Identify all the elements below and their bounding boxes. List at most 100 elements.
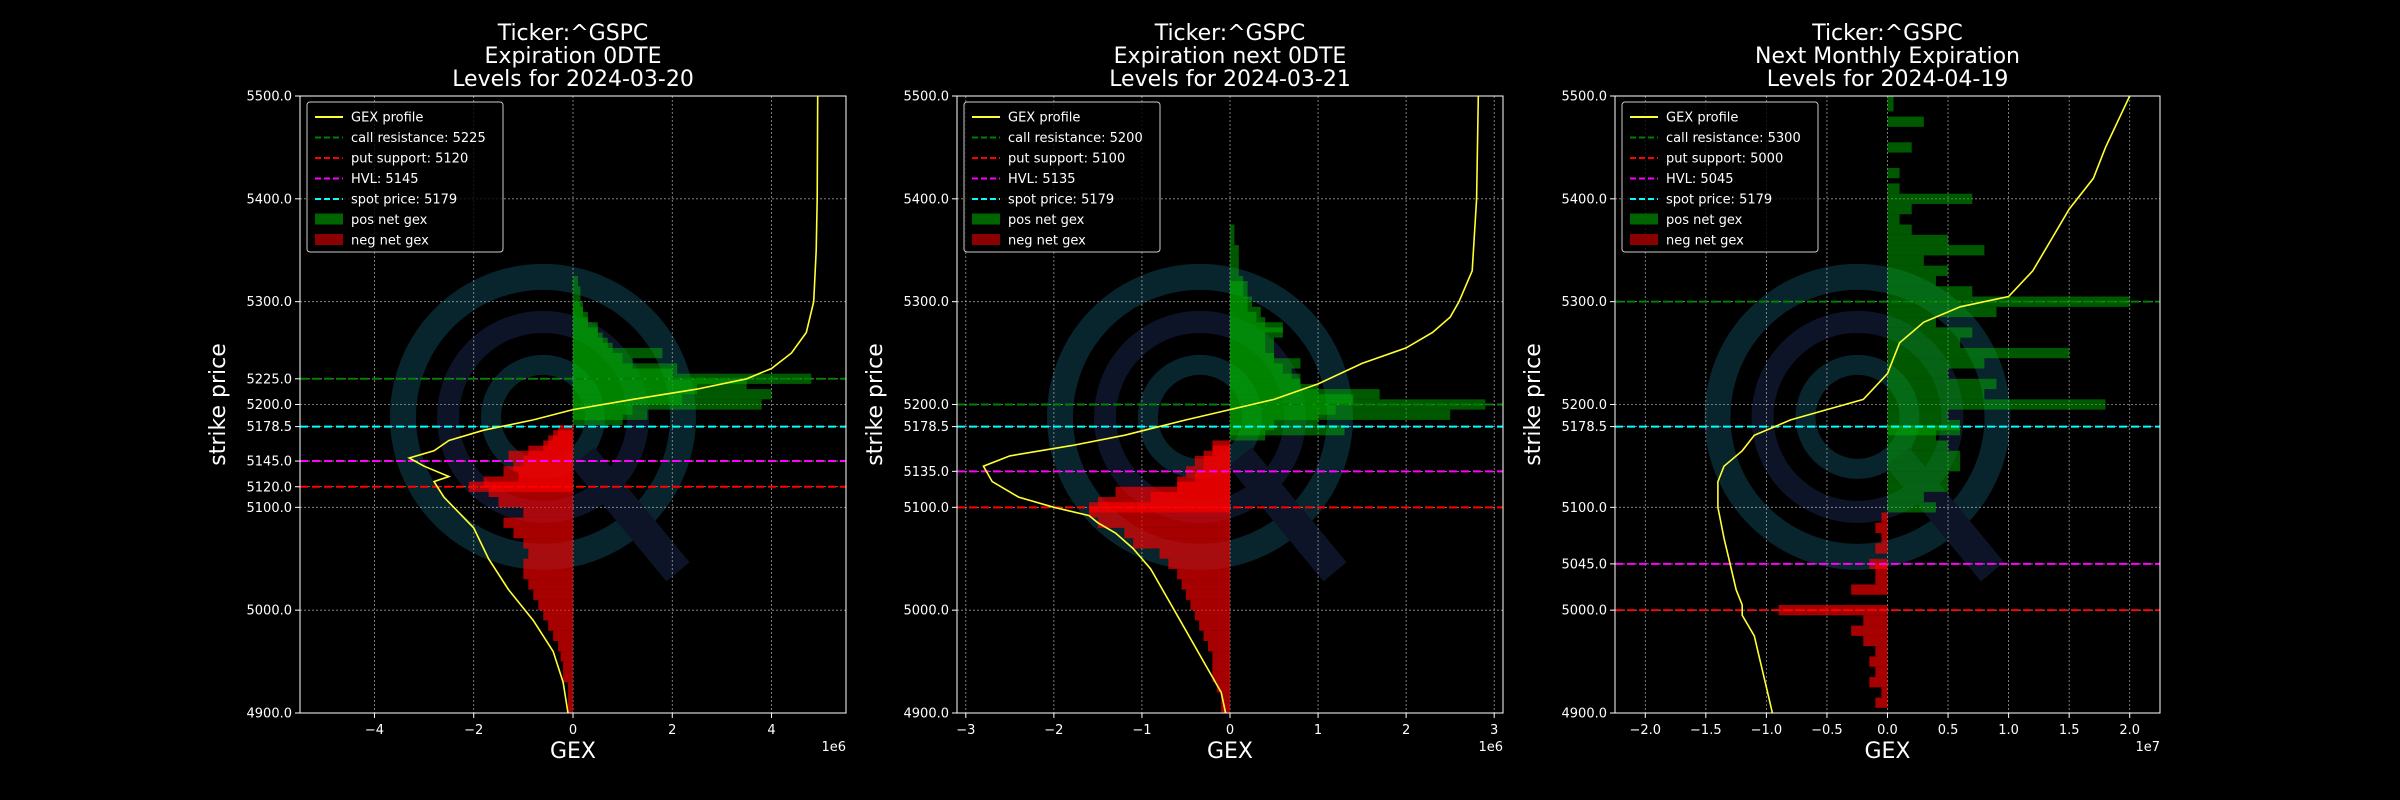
pos-net-gex-bar-51 [1887, 167, 1900, 179]
pos-net-gex-bar-50 [1887, 183, 1900, 194]
chart-2-ytick-label-2: 5100.0 [904, 501, 950, 516]
chart-3-y-axis-label: strike price [1521, 343, 1546, 465]
chart-1-ytick-label-0: 4900.0 [247, 707, 293, 722]
chart-3-watermark-ring-outer [1704, 263, 2011, 570]
chart-2-ytick-label-8: 5500.0 [904, 90, 950, 105]
pos-net-gex-bar-27 [1887, 419, 1961, 431]
chart-3-legend-label-2: put support: 5000 [1666, 152, 1783, 167]
neg-net-gex-bar-6 [558, 641, 573, 652]
chart-2-ytick-label-6: 5300.0 [904, 295, 950, 310]
chart-1-legend-label-5: pos net gex [351, 213, 428, 228]
pos-net-gex-bar-19 [1887, 491, 1924, 503]
neg-net-gex-bar-17 [513, 527, 573, 539]
pos-net-gex-bar-47 [1887, 214, 1900, 225]
pos-net-gex-bar-49 [1887, 193, 1973, 204]
chart-1-bars [468, 275, 812, 713]
neg-net-gex-bar-0 [1221, 702, 1230, 713]
neg-net-gex-bar-16 [1875, 522, 1888, 534]
pos-net-gex-bar-42 [573, 373, 812, 384]
neg-net-gex-bar-11 [1875, 574, 1888, 585]
pos-net-gex-bar-67 [1230, 234, 1235, 246]
chart-1-legend-box [306, 101, 504, 253]
chart-2-watermark-tail [1228, 447, 1347, 582]
neg-net-gex-bar-14 [523, 558, 573, 570]
pos-net-gex-bar-54 [1887, 101, 1894, 112]
chart-3-ytick-label-7: 5400.0 [1562, 192, 1608, 207]
pos-net-gex-bar-31 [1887, 378, 1997, 390]
chart-3-legend-swatch-6 [1630, 234, 1658, 245]
chart-2-ytick-label-7: 5400.0 [904, 192, 950, 207]
chart-1-legend-label-1: call resistance: 5225 [351, 131, 486, 146]
chart-3-title-line-2: Next Monthly Expiration [1755, 44, 2020, 69]
chart-1-title-line-1: Ticker:^GSPC [497, 21, 649, 46]
chart-1-legend-label-4: spot price: 5179 [351, 193, 457, 208]
pos-net-gex-bar-56 [1230, 311, 1257, 323]
neg-net-gex-bar-17 [1124, 527, 1230, 539]
neg-net-gex-bar-18 [503, 517, 573, 528]
neg-net-gex-bar-0 [568, 702, 573, 713]
pos-net-gex-bar-43 [1887, 255, 1924, 266]
neg-net-gex-bar-13 [1177, 569, 1230, 580]
chart-1-ytick-label-5: 5178.5 [247, 420, 293, 435]
chart-panel-2: −3 −2 −1 0 1 2 3 4900.0 5000.0 5100.0 5135.0 5178.5… [863, 21, 1504, 764]
chart-3-ytick-label-3: 5100.0 [1562, 501, 1608, 516]
pos-net-gex-bar-37 [1230, 409, 1451, 420]
neg-net-gex-bar-2 [1869, 677, 1888, 688]
chart-3-legend-label-0: GEX profile [1666, 111, 1738, 126]
chart-3-ytick-label-2: 5045.0 [1562, 557, 1608, 572]
pos-net-gex-bar-42 [1887, 265, 1949, 276]
chart-1-xtick-label-1: −2 [464, 723, 483, 738]
neg-net-gex-bar-1 [1221, 692, 1230, 703]
pos-net-gex-bar-68 [1230, 224, 1235, 235]
chart-2-legend-label-4: spot price: 5179 [1008, 193, 1114, 208]
chart-1-ytick-label-9: 5400.0 [247, 192, 293, 207]
pos-net-gex-bar-39 [1887, 296, 2130, 307]
pos-net-gex-bar-58 [573, 286, 581, 297]
pos-net-gex-bar-24 [1887, 440, 1949, 451]
chart-1-legend-label-3: HVL: 5145 [351, 172, 419, 187]
pos-net-gex-bar-20 [1887, 481, 1949, 492]
neg-net-gex-bar-4 [563, 661, 573, 672]
neg-net-gex-bar-12 [528, 579, 573, 590]
pos-net-gex-bar-48 [1887, 203, 1912, 215]
neg-net-gex-bar-8 [548, 620, 573, 631]
neg-net-gex-bar-10 [1190, 599, 1230, 611]
neg-net-gex-bar-5 [1875, 646, 1888, 657]
chart-3-title-line-3: Levels for 2024-04-19 [1767, 67, 2009, 92]
neg-net-gex-bar-0 [1875, 697, 1888, 708]
neg-net-gex-bar-12 [1181, 579, 1230, 590]
neg-net-gex-bar-13 [523, 569, 573, 580]
chart-1-ytick-label-8: 5300.0 [247, 295, 293, 310]
chart-2-title-line-2: Expiration next 0DTE [1114, 44, 1347, 69]
neg-net-gex-bar-14 [1168, 558, 1230, 570]
pos-net-gex-bar-53 [1887, 116, 1924, 127]
neg-net-gex-bar-13 [1869, 558, 1888, 570]
neg-net-gex-bar-27 [1185, 466, 1230, 477]
neg-net-gex-bar-17 [1881, 512, 1888, 523]
pos-net-gex-bar-28 [1887, 409, 1949, 420]
neg-net-gex-bar-20 [1089, 502, 1230, 513]
chart-3-legend-label-3: HVL: 5045 [1666, 172, 1734, 187]
neg-net-gex-bar-19 [523, 507, 573, 518]
chart-3-xtick-label-8: 2.0 [2119, 723, 2140, 738]
pos-net-gex-bar-37 [1887, 317, 1936, 328]
chart-1-watermark-tail [571, 447, 690, 582]
chart-3-legend-label-6: neg net gex [1666, 234, 1744, 249]
chart-2-title-line-3: Levels for 2024-03-21 [1109, 67, 1351, 92]
pos-net-gex-bar-38 [1887, 306, 1997, 318]
pos-net-gex-bar-64 [1230, 265, 1239, 276]
neg-net-gex-bar-15 [1159, 548, 1230, 559]
pos-net-gex-bar-22 [1887, 461, 1961, 472]
chart-3-legend-label-1: call resistance: 5300 [1666, 131, 1801, 146]
chart-3-xtick-label-7: 1.5 [2059, 723, 2080, 738]
pos-net-gex-bar-47 [573, 347, 663, 359]
neg-net-gex-bar-6 [1207, 641, 1230, 652]
chart-1-ytick-label-2: 5100.0 [247, 501, 293, 516]
chart-2-legend-label-1: call resistance: 5200 [1008, 131, 1143, 146]
chart-3-xtick-label-1: −1.5 [1690, 723, 1722, 738]
chart-3-ytick-label-5: 5200.0 [1562, 398, 1608, 413]
chart-3-xtick-label-2: −1.0 [1751, 723, 1783, 738]
chart-3-xtick-label-5: 0.5 [1938, 723, 1959, 738]
neg-net-gex-bar-11 [1185, 589, 1230, 600]
chart-2-legend-label-6: neg net gex [1008, 234, 1086, 249]
